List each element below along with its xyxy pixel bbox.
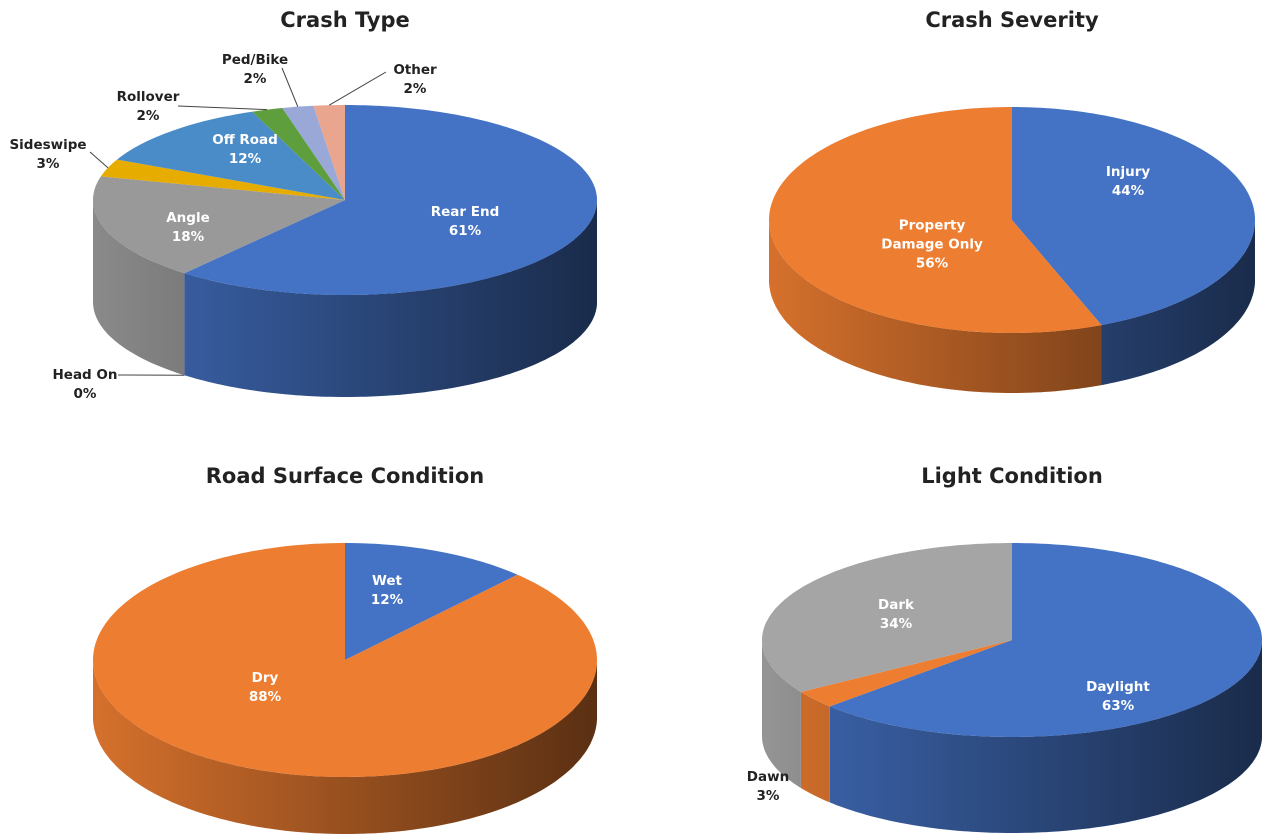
category-label: Wet [371, 573, 403, 589]
data-label: Sideswipe 3% [0, 136, 106, 174]
category-label: Off Road [212, 132, 278, 148]
category-label: Ped/Bike [221, 52, 289, 68]
pie-slice [117, 111, 345, 200]
data-label: Rollover 2% [90, 88, 206, 126]
pie-slice [184, 105, 597, 295]
category-label: Dark [878, 597, 914, 613]
data-label: Dark 34% [838, 596, 954, 634]
value-label: 2% [403, 81, 427, 97]
category-label: Head On [52, 367, 118, 383]
category-label: Dry [251, 670, 279, 686]
value-label: 88% [248, 689, 282, 705]
category-label: Sideswipe [9, 137, 87, 153]
pie-slice [313, 105, 345, 200]
pie-side-shade [93, 660, 597, 834]
data-label: Wet 12% [329, 572, 445, 610]
data-label: Dry 88% [207, 669, 323, 707]
data-label: Angle 18% [130, 209, 246, 247]
chart-title: Light Condition [921, 464, 1103, 488]
chart-title: Road Surface Condition [205, 464, 485, 488]
category-label: Rollover [116, 89, 180, 105]
category-label: Dawn [746, 769, 790, 785]
pie-slice [100, 159, 346, 200]
value-label: 18% [171, 229, 205, 245]
value-label: 3% [756, 788, 780, 804]
pie-slice [93, 176, 345, 274]
pie-side-shade [93, 200, 185, 376]
category-label: Injury [1105, 164, 1151, 180]
category-label: Other [393, 62, 437, 78]
chart-title: Crash Type [280, 8, 410, 32]
data-label: Property Damage Only 56% [874, 217, 990, 274]
value-label: 12% [228, 151, 262, 167]
category-label: Property Damage Only [881, 217, 983, 253]
value-label: 0% [73, 386, 97, 402]
leader-line [89, 151, 109, 169]
value-label: 56% [915, 255, 949, 272]
pie-slice [829, 543, 1262, 737]
pie-side-shade [829, 640, 1262, 833]
value-label: 44% [1111, 183, 1145, 199]
leader-line [328, 71, 387, 106]
leader-line [177, 105, 268, 111]
value-label: 34% [879, 616, 913, 632]
value-label: 63% [1101, 698, 1135, 714]
pie-slice [252, 108, 345, 200]
pie-slice [93, 543, 597, 777]
pie-side-shade [769, 220, 1102, 393]
data-label: Injury 44% [1070, 163, 1186, 201]
pie-slice [1012, 107, 1255, 326]
chart-title: Crash Severity [925, 8, 1099, 32]
pie-slice [800, 640, 1012, 707]
data-label: Rear End 61% [407, 203, 523, 241]
value-label: 2% [136, 108, 160, 124]
value-label: 61% [448, 223, 482, 239]
value-label: 12% [370, 592, 404, 608]
pie-side-shade [800, 692, 830, 803]
category-label: Angle [166, 210, 210, 226]
pie-side-shade [184, 200, 597, 397]
data-label: Other 2% [357, 61, 473, 99]
data-label: Daylight 63% [1060, 678, 1176, 716]
pie-slice [282, 105, 345, 200]
pie-slice [769, 107, 1102, 333]
category-label: Daylight [1086, 679, 1150, 695]
pie-slice [762, 543, 1012, 692]
leader-line [281, 67, 299, 107]
data-label: Ped/Bike 2% [197, 51, 313, 89]
category-label: Rear End [430, 204, 500, 220]
data-label: Off Road 12% [187, 131, 303, 169]
pie-slice [345, 543, 518, 660]
value-label: 3% [36, 156, 60, 172]
value-label: 2% [243, 71, 267, 87]
data-label: Dawn 3% [710, 768, 826, 806]
pie-side-shade [1101, 220, 1255, 386]
pie-side-shade [762, 640, 801, 788]
data-label: Head On 0% [27, 366, 143, 404]
